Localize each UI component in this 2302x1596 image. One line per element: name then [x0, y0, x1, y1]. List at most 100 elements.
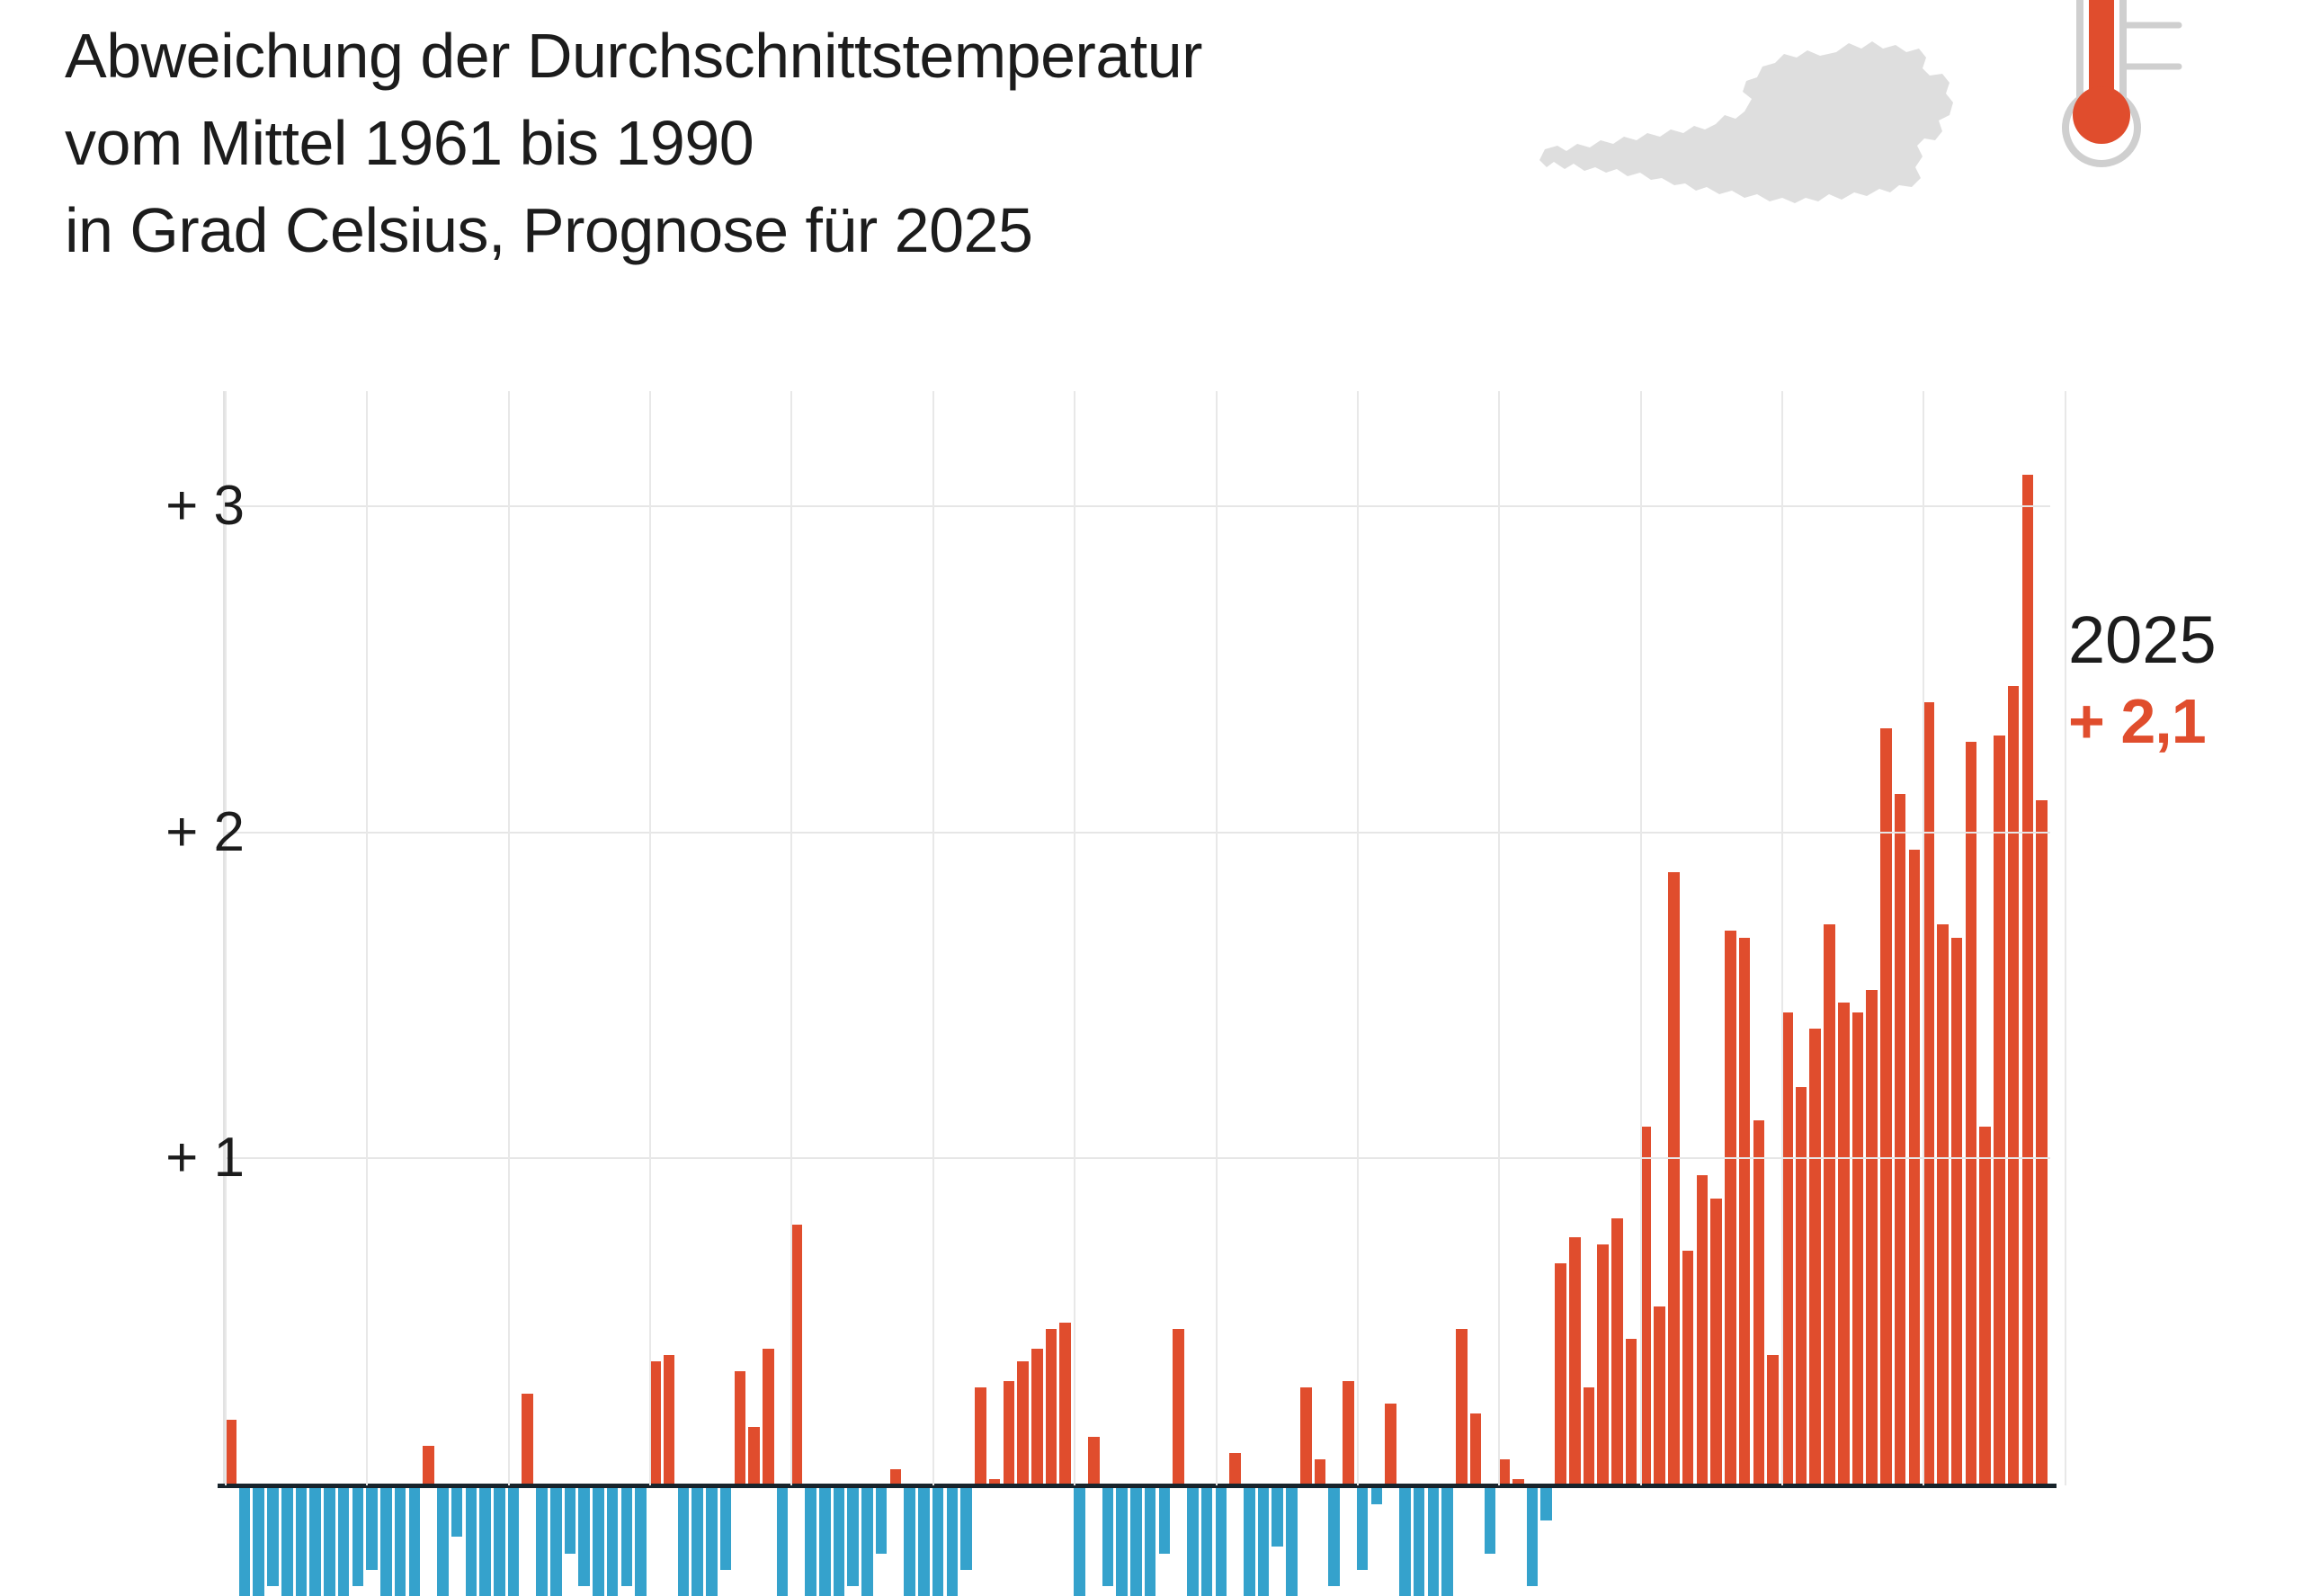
bar-1904: [423, 1446, 434, 1485]
bar-1941: [946, 1488, 959, 1596]
bar-1891: [238, 1488, 251, 1596]
bar-1989: [1625, 1338, 1637, 1485]
bar-1958: [1187, 1488, 1199, 1596]
bar-2012: [1950, 937, 1963, 1485]
bar-2009: [1908, 849, 1921, 1485]
bar-1972: [1385, 1404, 1396, 1485]
bar-1997: [1738, 937, 1751, 1485]
bar-1901: [380, 1488, 392, 1596]
thermometer-icon: [2028, 0, 2190, 207]
callout-value: + 2,1: [2068, 686, 2207, 756]
bar-1971: [1370, 1488, 1383, 1505]
bar-1970: [1356, 1488, 1369, 1570]
bar-1953: [1116, 1488, 1128, 1596]
bar-1955: [1144, 1488, 1156, 1596]
bar-1909: [493, 1488, 505, 1596]
bar-1893: [267, 1488, 279, 1586]
bar-1986: [1583, 1387, 1595, 1485]
bar-1911: [522, 1394, 534, 1485]
gridline-v-2000: [1781, 391, 1783, 1485]
bar-1963: [1257, 1488, 1270, 1596]
bar-1957: [1173, 1328, 1184, 1485]
bar-2004: [1837, 1003, 1850, 1485]
bar-1917: [606, 1488, 619, 1596]
bar-1984: [1555, 1263, 1566, 1485]
bar-1966: [1299, 1387, 1312, 1485]
temperature-anomaly-chart: + 1 + 2 + 3 2025 + 2,1: [165, 391, 2217, 1596]
bar-2011: [1937, 924, 1949, 1485]
gridline-h-1: [225, 1157, 2050, 1160]
bar-1932: [818, 1488, 831, 1596]
bar-1913: [549, 1488, 562, 1596]
bar-1934: [847, 1488, 859, 1586]
negative-bars-group: [225, 1488, 2050, 1596]
gridline-h-2: [225, 831, 2050, 834]
bar-1987: [1597, 1244, 1609, 1485]
gridline-v-1920: [649, 391, 652, 1485]
bar-2006: [1866, 989, 1878, 1485]
bar-1979: [1484, 1488, 1496, 1554]
bar-1923: [691, 1488, 703, 1596]
bar-1907: [465, 1488, 477, 1596]
bar-1927: [748, 1426, 760, 1485]
bar-2007: [1880, 728, 1892, 1485]
bar-1899: [352, 1488, 364, 1586]
bar-1961: [1229, 1452, 1241, 1485]
gridline-v-1910: [507, 391, 510, 1485]
bar-2015: [1994, 735, 2005, 1485]
bar-1900: [366, 1488, 378, 1570]
gridline-v-1940: [932, 391, 934, 1485]
bar-1895: [295, 1488, 308, 1596]
gridline-v-1970: [1356, 391, 1359, 1485]
bar-1922: [677, 1488, 690, 1596]
bar-1985: [1568, 1237, 1581, 1485]
bar-1926: [734, 1371, 746, 1485]
bar-1938: [904, 1488, 915, 1596]
page-title: Abweichung der Durchschnittstemperatur v…: [65, 21, 1202, 265]
bar-1906: [451, 1488, 463, 1538]
bar-1969: [1343, 1380, 1354, 1485]
bar-1929: [776, 1488, 789, 1596]
bar-1912: [536, 1488, 548, 1596]
bar-1931: [805, 1488, 816, 1596]
bar-1976: [1441, 1488, 1453, 1596]
austria-map-icon: [1520, 9, 2005, 279]
bar-1925: [719, 1488, 732, 1570]
bar-1921: [663, 1354, 675, 1485]
bar-1946: [1017, 1361, 1029, 1485]
bar-1951: [1087, 1436, 1100, 1485]
bar-2016: [2007, 686, 2020, 1485]
bar-1940: [932, 1488, 944, 1596]
gridline-v-1900: [366, 391, 369, 1485]
bar-1933: [833, 1488, 845, 1596]
gridline-v-1930: [790, 391, 793, 1485]
bar-1942: [960, 1488, 972, 1570]
bar-1965: [1286, 1488, 1298, 1596]
bar-1962: [1244, 1488, 1255, 1596]
bar-2008: [1894, 794, 1906, 1485]
bar-1993: [1682, 1250, 1694, 1485]
bar-1924: [706, 1488, 718, 1596]
bar-2013: [1965, 741, 1977, 1485]
bar-1975: [1427, 1488, 1440, 1596]
bar-1998: [1753, 1119, 1765, 1485]
bar-2017: [2021, 474, 2034, 1485]
bar-1968: [1328, 1488, 1341, 1586]
bar-1991: [1654, 1306, 1665, 1485]
positive-bars-group: [225, 409, 2050, 1485]
bar-1908: [479, 1488, 491, 1596]
bar-1918: [620, 1488, 633, 1586]
bar-2010: [1923, 702, 1934, 1485]
bar-1981: [1512, 1478, 1524, 1485]
bar-1910: [507, 1488, 520, 1596]
bar-1894: [281, 1488, 293, 1596]
plot-area: [218, 391, 2066, 1488]
bar-2005: [1851, 1012, 1864, 1485]
bar-1990: [1639, 1127, 1652, 1485]
bar-1967: [1314, 1458, 1326, 1485]
y-tick-label-3: + 3: [165, 474, 245, 537]
bar-1915: [578, 1488, 590, 1586]
y-tick-label-2: + 2: [165, 800, 245, 863]
bar-1977: [1456, 1328, 1468, 1485]
bar-1950: [1074, 1488, 1085, 1596]
